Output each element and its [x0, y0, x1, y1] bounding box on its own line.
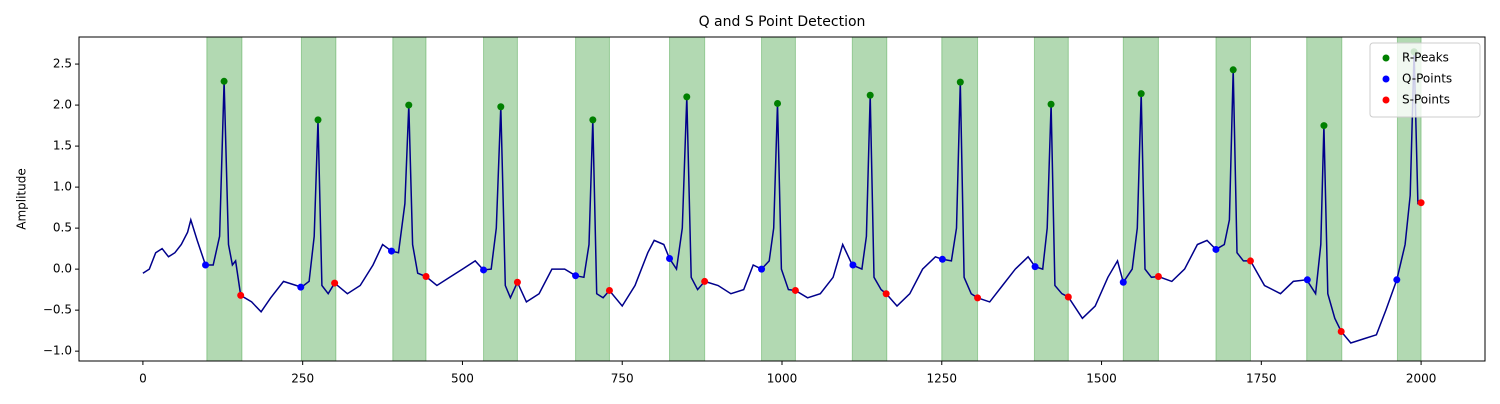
point: [1246, 257, 1254, 265]
plot-frame: [78, 36, 1486, 362]
y-tick-label: −1.0: [43, 344, 72, 358]
chart-title: Q and S Point Detection: [699, 14, 866, 30]
highlight-span: [669, 36, 706, 362]
x-tick-label: 2000: [1406, 372, 1437, 386]
point: [882, 290, 890, 298]
point: [1031, 263, 1039, 271]
y-tick-label: −0.5: [43, 303, 72, 317]
point: [701, 277, 709, 285]
x-tick-label: 1000: [767, 372, 798, 386]
point: [1229, 66, 1237, 74]
point: [1154, 273, 1162, 281]
point: [1212, 245, 1220, 253]
highlight-span: [1306, 36, 1343, 362]
point: [1047, 100, 1055, 108]
x-tick-label: 1750: [1246, 372, 1277, 386]
x-tick-label: 1500: [1086, 372, 1117, 386]
point: [849, 261, 857, 269]
point: [1119, 278, 1127, 286]
legend-label: S-Points: [1402, 93, 1450, 107]
point: [1393, 276, 1401, 284]
point: [331, 279, 339, 287]
point: [1064, 293, 1072, 301]
point: [422, 273, 430, 281]
x-tick-label: 750: [611, 372, 634, 386]
point: [237, 291, 245, 299]
point: [1337, 327, 1345, 335]
highlight-span: [761, 36, 796, 362]
point: [497, 103, 505, 111]
y-tick-label: 2.0: [53, 98, 72, 112]
point: [388, 247, 396, 255]
point: [866, 91, 874, 99]
highlight-span: [300, 36, 337, 362]
y-tick-label: 2.5: [53, 57, 72, 71]
legend-marker: [1382, 96, 1390, 104]
point: [774, 99, 782, 107]
x-tick-label: 1250: [926, 372, 957, 386]
point: [938, 255, 946, 263]
y-axis-label: Amplitude: [15, 168, 29, 230]
highlight-span: [851, 36, 888, 362]
point: [605, 286, 613, 294]
signal-line: [142, 51, 1422, 344]
point: [202, 261, 210, 269]
y-tick-label: 1.5: [53, 139, 72, 153]
highlight-span: [1122, 36, 1159, 362]
point: [758, 265, 766, 273]
highlight-span: [1033, 36, 1069, 362]
point: [1303, 276, 1311, 284]
point: [513, 278, 521, 286]
point: [1417, 199, 1425, 207]
highlight-span: [575, 36, 610, 362]
legend-marker: [1382, 54, 1390, 62]
point: [791, 286, 799, 294]
x-tick-label: 0: [139, 372, 147, 386]
y-tick-label: 0.0: [53, 262, 72, 276]
point: [589, 116, 597, 124]
x-tick-label: 500: [451, 372, 474, 386]
point: [1320, 122, 1328, 130]
point: [480, 266, 488, 274]
y-tick-label: 1.0: [53, 180, 72, 194]
highlight-span: [483, 36, 518, 362]
x-tick-label: 250: [291, 372, 314, 386]
y-tick-label: 0.5: [53, 221, 72, 235]
point: [683, 93, 691, 101]
legend-marker: [1382, 75, 1390, 83]
legend-label: R-Peaks: [1402, 51, 1449, 65]
point: [572, 272, 580, 280]
legend-label: Q-Points: [1402, 72, 1452, 86]
point: [974, 294, 982, 302]
point: [1137, 90, 1145, 98]
point: [220, 77, 228, 85]
point: [405, 101, 413, 109]
point: [314, 116, 322, 124]
highlight-span: [392, 36, 427, 362]
point: [956, 78, 964, 86]
point: [666, 254, 674, 262]
point: [297, 283, 305, 291]
legend-box: [1369, 42, 1481, 118]
